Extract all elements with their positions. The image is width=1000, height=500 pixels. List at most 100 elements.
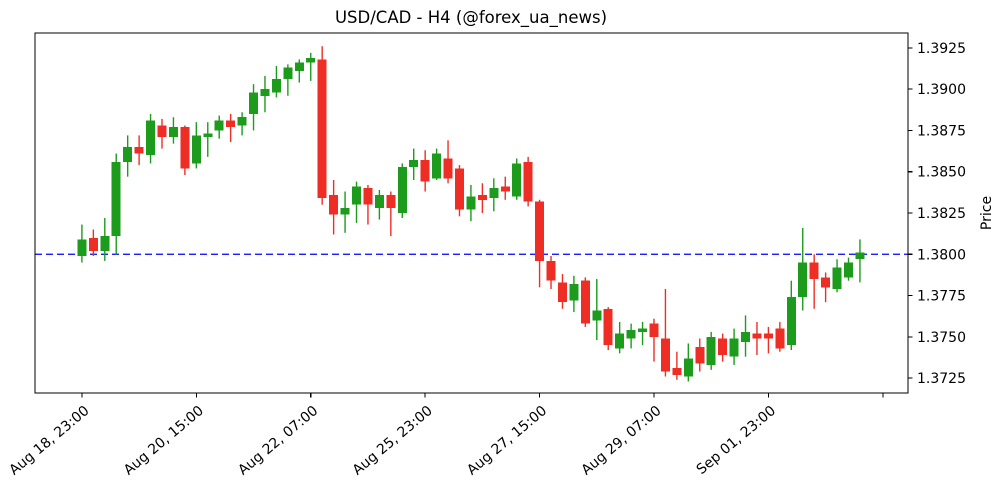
candle-body: [409, 160, 419, 167]
candle-down: [180, 125, 190, 176]
candle-up: [683, 343, 693, 382]
candle-up: [798, 227, 808, 311]
candle-body: [88, 237, 98, 251]
candle-body: [535, 201, 545, 261]
candle-up: [340, 191, 350, 233]
y-tick-label: 1.3825: [917, 206, 966, 222]
candle-down: [226, 113, 236, 142]
candle-body: [432, 153, 442, 179]
candle-body: [786, 297, 796, 346]
candle-body: [569, 284, 579, 301]
candle-up: [432, 148, 442, 180]
candle-down: [317, 46, 327, 205]
candle-down: [809, 254, 819, 309]
candle-body: [260, 89, 270, 96]
candle-down: [535, 199, 545, 288]
candle-body: [638, 328, 648, 332]
candle-body: [77, 239, 87, 256]
candle-down: [443, 140, 453, 184]
x-tick-label: Aug 27, 15:00: [464, 403, 550, 479]
y-tick-label: 1.3725: [917, 371, 966, 387]
candle-up: [203, 122, 213, 157]
candle-up: [352, 181, 362, 223]
candle-down: [752, 321, 762, 356]
candle-down: [763, 326, 773, 354]
candle-down: [580, 277, 590, 327]
candle-body: [775, 328, 785, 349]
candle-up: [741, 315, 751, 357]
candle-body: [512, 163, 522, 197]
candle-up: [77, 224, 87, 263]
candle-down: [718, 333, 728, 362]
candle-body: [237, 117, 247, 126]
candle-up: [271, 66, 281, 98]
candle-up: [374, 189, 384, 220]
candle-body: [615, 333, 625, 349]
candle-down: [454, 165, 464, 217]
candle-down: [500, 176, 510, 200]
candle-up: [832, 259, 842, 293]
candle-body: [203, 133, 213, 138]
candle-up: [466, 184, 476, 222]
candle-down: [363, 184, 373, 225]
candle-up: [294, 59, 304, 83]
candle-down: [660, 288, 670, 377]
candle-body: [420, 160, 430, 182]
candle-body: [809, 262, 819, 280]
candle-body: [397, 166, 407, 213]
candle-up: [168, 117, 178, 144]
candle-body: [191, 135, 201, 164]
candle-up: [100, 217, 110, 261]
candle-down: [88, 229, 98, 256]
y-tick-label: 1.3875: [917, 123, 966, 139]
candle-body: [443, 158, 453, 179]
candle-body: [626, 330, 636, 339]
candle-down: [557, 274, 567, 309]
candle-body: [249, 92, 259, 114]
candle-body: [214, 120, 224, 131]
candle-body: [157, 125, 167, 138]
y-axis-right: 1.3725 1.3750 1.3775 1.3800 1.3825 1.3850 1.38…: [908, 41, 966, 387]
candle-down: [523, 156, 533, 207]
candle-down: [821, 272, 831, 303]
candle-body: [466, 196, 476, 210]
y-tick-label: 1.3850: [917, 165, 966, 181]
candle-body: [855, 252, 865, 260]
x-tick-label: Aug 18, 23:00: [6, 403, 92, 479]
candle-up: [706, 331, 716, 370]
candle-body: [500, 186, 510, 192]
candle-up: [729, 328, 739, 365]
candle-body: [546, 260, 556, 281]
x-tick-label: Aug 20, 15:00: [121, 403, 207, 479]
x-tick-label: Aug 22, 07:00: [235, 403, 321, 479]
candle-up: [214, 115, 224, 139]
candle-body: [592, 310, 602, 321]
candle-up: [409, 148, 419, 180]
candle-down: [649, 318, 659, 362]
candle-up: [855, 239, 865, 283]
candle-body: [180, 127, 190, 169]
candle-body: [798, 262, 808, 298]
candle-body: [271, 79, 281, 93]
y-tick-label: 1.3750: [917, 330, 966, 346]
y-tick-label: 1.3900: [917, 82, 966, 98]
candle-body: [718, 338, 728, 356]
candle-up: [249, 84, 259, 131]
candle-body: [454, 168, 464, 210]
candle-down: [420, 150, 430, 192]
candle-up: [146, 113, 156, 164]
candle-up: [397, 163, 407, 218]
candle-body: [352, 186, 362, 205]
candle-body: [649, 323, 659, 337]
candle-up: [512, 158, 522, 200]
x-tick-label: Aug 29, 07:00: [579, 403, 665, 479]
candle-body: [168, 127, 178, 138]
candle-body: [603, 308, 613, 346]
candle-down: [603, 307, 613, 351]
candle-body: [340, 208, 350, 215]
candle-down: [546, 255, 556, 289]
candle-body: [123, 146, 133, 162]
candle-body: [729, 338, 739, 357]
